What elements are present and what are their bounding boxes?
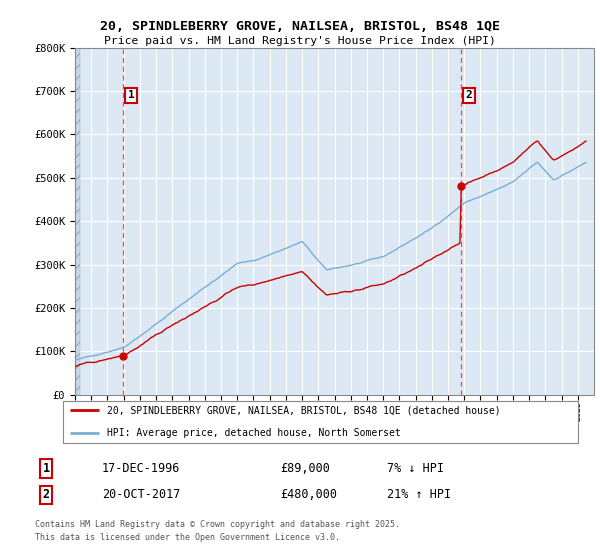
Text: 20, SPINDLEBERRY GROVE, NAILSEA, BRISTOL, BS48 1QE (detached house): 20, SPINDLEBERRY GROVE, NAILSEA, BRISTOL… xyxy=(107,405,500,416)
20, SPINDLEBERRY GROVE, NAILSEA, BRISTOL, BS48 1QE (detached house) xyxy=(534,138,541,144)
Text: 1: 1 xyxy=(128,90,134,100)
HPI: Average price, detached house, North Somerset: (2.01e+03, 3.27e+05): Average price, detached house, North Som… xyxy=(271,250,278,256)
Text: 17-DEC-1996: 17-DEC-1996 xyxy=(102,462,181,475)
Line: 20, SPINDLEBERRY GROVE, NAILSEA, BRISTOL, BS48 1QE (detached house): 20, SPINDLEBERRY GROVE, NAILSEA, BRISTOL… xyxy=(75,141,586,366)
20, SPINDLEBERRY GROVE, NAILSEA, BRISTOL, BS48 1QE (detached house) xyxy=(491,168,498,175)
Text: £480,000: £480,000 xyxy=(281,488,338,501)
Text: Contains HM Land Registry data © Crown copyright and database right 2025.
This d: Contains HM Land Registry data © Crown c… xyxy=(35,520,400,542)
Text: Price paid vs. HM Land Registry's House Price Index (HPI): Price paid vs. HM Land Registry's House … xyxy=(104,36,496,46)
HPI: Average price, detached house, North Somerset: (2.02e+03, 4.1e+05): Average price, detached house, North Som… xyxy=(444,213,451,220)
Text: 21% ↑ HPI: 21% ↑ HPI xyxy=(387,488,451,501)
HPI: Average price, detached house, North Somerset: (2e+03, 1.76e+05): Average price, detached house, North Som… xyxy=(160,315,167,322)
HPI: Average price, detached house, North Somerset: (2.03e+03, 5.35e+05): Average price, detached house, North Som… xyxy=(582,159,589,166)
HPI: Average price, detached house, North Somerset: (2.02e+03, 4.71e+05): Average price, detached house, North Som… xyxy=(491,187,498,194)
HPI: Average price, detached house, North Somerset: (2.02e+03, 5.03e+05): Average price, detached house, North Som… xyxy=(516,173,523,180)
20, SPINDLEBERRY GROVE, NAILSEA, BRISTOL, BS48 1QE (detached house) xyxy=(582,138,589,144)
Text: 20-OCT-2017: 20-OCT-2017 xyxy=(102,488,181,501)
20, SPINDLEBERRY GROVE, NAILSEA, BRISTOL, BS48 1QE (detached house) xyxy=(277,274,284,281)
20, SPINDLEBERRY GROVE, NAILSEA, BRISTOL, BS48 1QE (detached house) xyxy=(444,247,451,254)
FancyBboxPatch shape xyxy=(62,401,578,444)
Text: 20, SPINDLEBERRY GROVE, NAILSEA, BRISTOL, BS48 1QE: 20, SPINDLEBERRY GROVE, NAILSEA, BRISTOL… xyxy=(100,20,500,32)
Text: HPI: Average price, detached house, North Somerset: HPI: Average price, detached house, Nort… xyxy=(107,428,401,438)
Line: HPI: Average price, detached house, North Somerset: HPI: Average price, detached house, Nort… xyxy=(75,162,586,360)
Text: 2: 2 xyxy=(43,488,50,501)
20, SPINDLEBERRY GROVE, NAILSEA, BRISTOL, BS48 1QE (detached house) xyxy=(516,153,523,160)
HPI: Average price, detached house, North Somerset: (2.02e+03, 5.36e+05): Average price, detached house, North Som… xyxy=(534,159,541,166)
20, SPINDLEBERRY GROVE, NAILSEA, BRISTOL, BS48 1QE (detached house) xyxy=(160,327,167,334)
20, SPINDLEBERRY GROVE, NAILSEA, BRISTOL, BS48 1QE (detached house) xyxy=(271,276,278,283)
Text: 2: 2 xyxy=(466,90,473,100)
Text: 1: 1 xyxy=(43,462,50,475)
HPI: Average price, detached house, North Somerset: (2.01e+03, 3.32e+05): Average price, detached house, North Som… xyxy=(277,248,284,254)
Text: 7% ↓ HPI: 7% ↓ HPI xyxy=(387,462,444,475)
HPI: Average price, detached house, North Somerset: (1.99e+03, 8e+04): Average price, detached house, North Som… xyxy=(71,357,79,363)
Text: £89,000: £89,000 xyxy=(281,462,331,475)
20, SPINDLEBERRY GROVE, NAILSEA, BRISTOL, BS48 1QE (detached house) xyxy=(71,363,79,370)
